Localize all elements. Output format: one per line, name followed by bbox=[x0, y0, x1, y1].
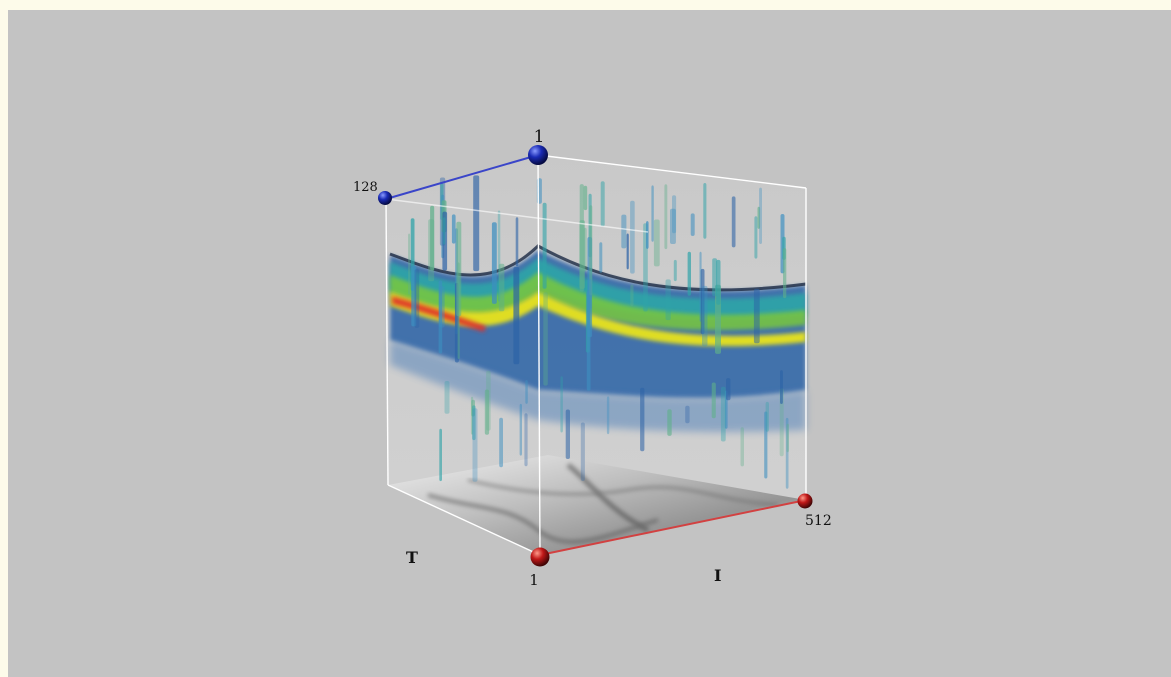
streak bbox=[665, 279, 671, 321]
bottom-origin-handle[interactable] bbox=[530, 547, 550, 567]
streak bbox=[757, 206, 761, 229]
streak bbox=[442, 211, 448, 271]
streak bbox=[783, 248, 787, 299]
streak bbox=[724, 390, 728, 429]
retina-layer-lower bbox=[390, 340, 806, 432]
streak bbox=[630, 284, 634, 307]
streak bbox=[430, 205, 435, 271]
streak bbox=[646, 221, 649, 249]
streak bbox=[543, 292, 548, 386]
streak bbox=[672, 195, 677, 234]
horizontal-axis-name: I bbox=[714, 566, 721, 585]
depth-axis-line bbox=[385, 154, 539, 200]
streak bbox=[786, 423, 789, 453]
streak bbox=[473, 175, 480, 272]
streak bbox=[712, 258, 718, 297]
streak bbox=[667, 409, 672, 436]
streak bbox=[583, 185, 588, 211]
streak bbox=[525, 380, 528, 404]
streak bbox=[753, 288, 760, 344]
streak bbox=[702, 285, 708, 347]
oct-volume-render: 1 128 T 1 512 I bbox=[353, 127, 832, 589]
streak bbox=[411, 265, 417, 327]
streak bbox=[764, 411, 768, 479]
streak bbox=[653, 219, 660, 267]
streak bbox=[779, 388, 784, 457]
retina-layer-yellow bbox=[390, 292, 806, 347]
streak bbox=[785, 417, 789, 489]
streak bbox=[640, 387, 645, 452]
streak bbox=[484, 389, 490, 435]
streak bbox=[519, 403, 522, 456]
streak bbox=[606, 396, 610, 435]
horizontal-end-handle[interactable] bbox=[797, 493, 813, 509]
streak bbox=[442, 217, 446, 245]
streak bbox=[720, 386, 726, 442]
horizontal-axis-line bbox=[539, 499, 807, 556]
streak bbox=[439, 286, 445, 328]
streak bbox=[626, 233, 629, 270]
streak bbox=[759, 187, 762, 244]
streak bbox=[524, 413, 528, 467]
streak bbox=[513, 267, 520, 365]
streak bbox=[703, 183, 707, 239]
streak bbox=[651, 185, 654, 242]
streak bbox=[560, 376, 563, 433]
floor-vessels bbox=[427, 463, 779, 544]
streak bbox=[621, 214, 627, 249]
streak bbox=[438, 280, 443, 354]
streak bbox=[690, 213, 695, 236]
streak bbox=[726, 378, 731, 401]
depth-axis-end-label: 128 bbox=[353, 180, 378, 195]
streak bbox=[765, 401, 769, 432]
streak bbox=[498, 263, 505, 312]
streak bbox=[515, 217, 519, 267]
streak bbox=[472, 405, 476, 441]
streak bbox=[565, 409, 570, 459]
streak bbox=[589, 205, 593, 296]
streak bbox=[600, 181, 605, 227]
streak bbox=[499, 417, 503, 468]
en-face-floor bbox=[388, 455, 806, 555]
top-origin-handle[interactable] bbox=[528, 145, 548, 165]
streak bbox=[439, 428, 442, 482]
streak bbox=[599, 242, 603, 273]
streak bbox=[444, 381, 450, 414]
streak bbox=[731, 196, 736, 248]
streak bbox=[670, 208, 676, 244]
depth-end-handle[interactable] bbox=[378, 191, 392, 205]
bounding-box-frame bbox=[385, 154, 807, 556]
streak bbox=[754, 216, 758, 259]
streak bbox=[451, 214, 456, 244]
streak bbox=[542, 202, 547, 289]
streak bbox=[740, 427, 744, 467]
streak bbox=[716, 259, 721, 305]
streak bbox=[630, 200, 635, 274]
horizontal-axis-end-label: 512 bbox=[805, 513, 832, 529]
streak bbox=[580, 422, 585, 481]
streak bbox=[587, 278, 592, 309]
streak bbox=[491, 222, 497, 304]
streak bbox=[456, 221, 462, 317]
streak bbox=[685, 405, 690, 424]
horizontal-axis-start-label: 1 bbox=[529, 571, 539, 589]
streak bbox=[579, 184, 584, 292]
streak bbox=[700, 268, 705, 335]
depth-axis-name: T bbox=[406, 548, 418, 567]
streak bbox=[414, 269, 420, 328]
streak bbox=[408, 233, 411, 295]
vertical-streak-artefacts bbox=[408, 175, 789, 489]
streak bbox=[780, 370, 783, 404]
streak bbox=[664, 184, 668, 250]
streak bbox=[711, 382, 716, 419]
volume-render-viewport[interactable]: 1 128 T 1 512 I bbox=[8, 10, 1171, 677]
streak bbox=[673, 259, 677, 282]
streak bbox=[472, 408, 478, 482]
streak bbox=[687, 251, 691, 296]
vertical-axis-top-label: 1 bbox=[534, 127, 545, 147]
